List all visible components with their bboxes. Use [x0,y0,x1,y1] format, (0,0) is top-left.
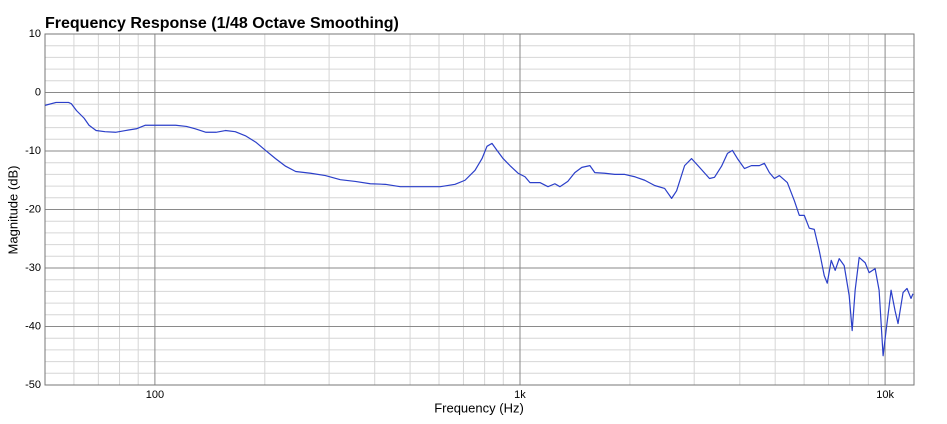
x-tick-label: 10k [876,389,894,401]
x-tick-label: 1k [514,389,526,401]
y-tick-label: -20 [25,203,41,215]
chart-title: Frequency Response (1/48 Octave Smoothin… [45,15,399,32]
y-tick-label: -10 [25,145,41,157]
plot-frame [44,33,915,386]
response-line [44,101,914,357]
y-tick-label: -50 [25,379,41,391]
x-axis-label: Frequency (Hz) [434,400,524,415]
y-tick-label: -40 [25,320,41,332]
y-axis-label: Magnitude (dB) [5,166,20,255]
y-tick-label: 0 [35,86,41,98]
x-tick-label: 100 [146,389,164,401]
y-tick-label: -30 [25,262,41,274]
y-tick-label: 10 [29,28,41,40]
